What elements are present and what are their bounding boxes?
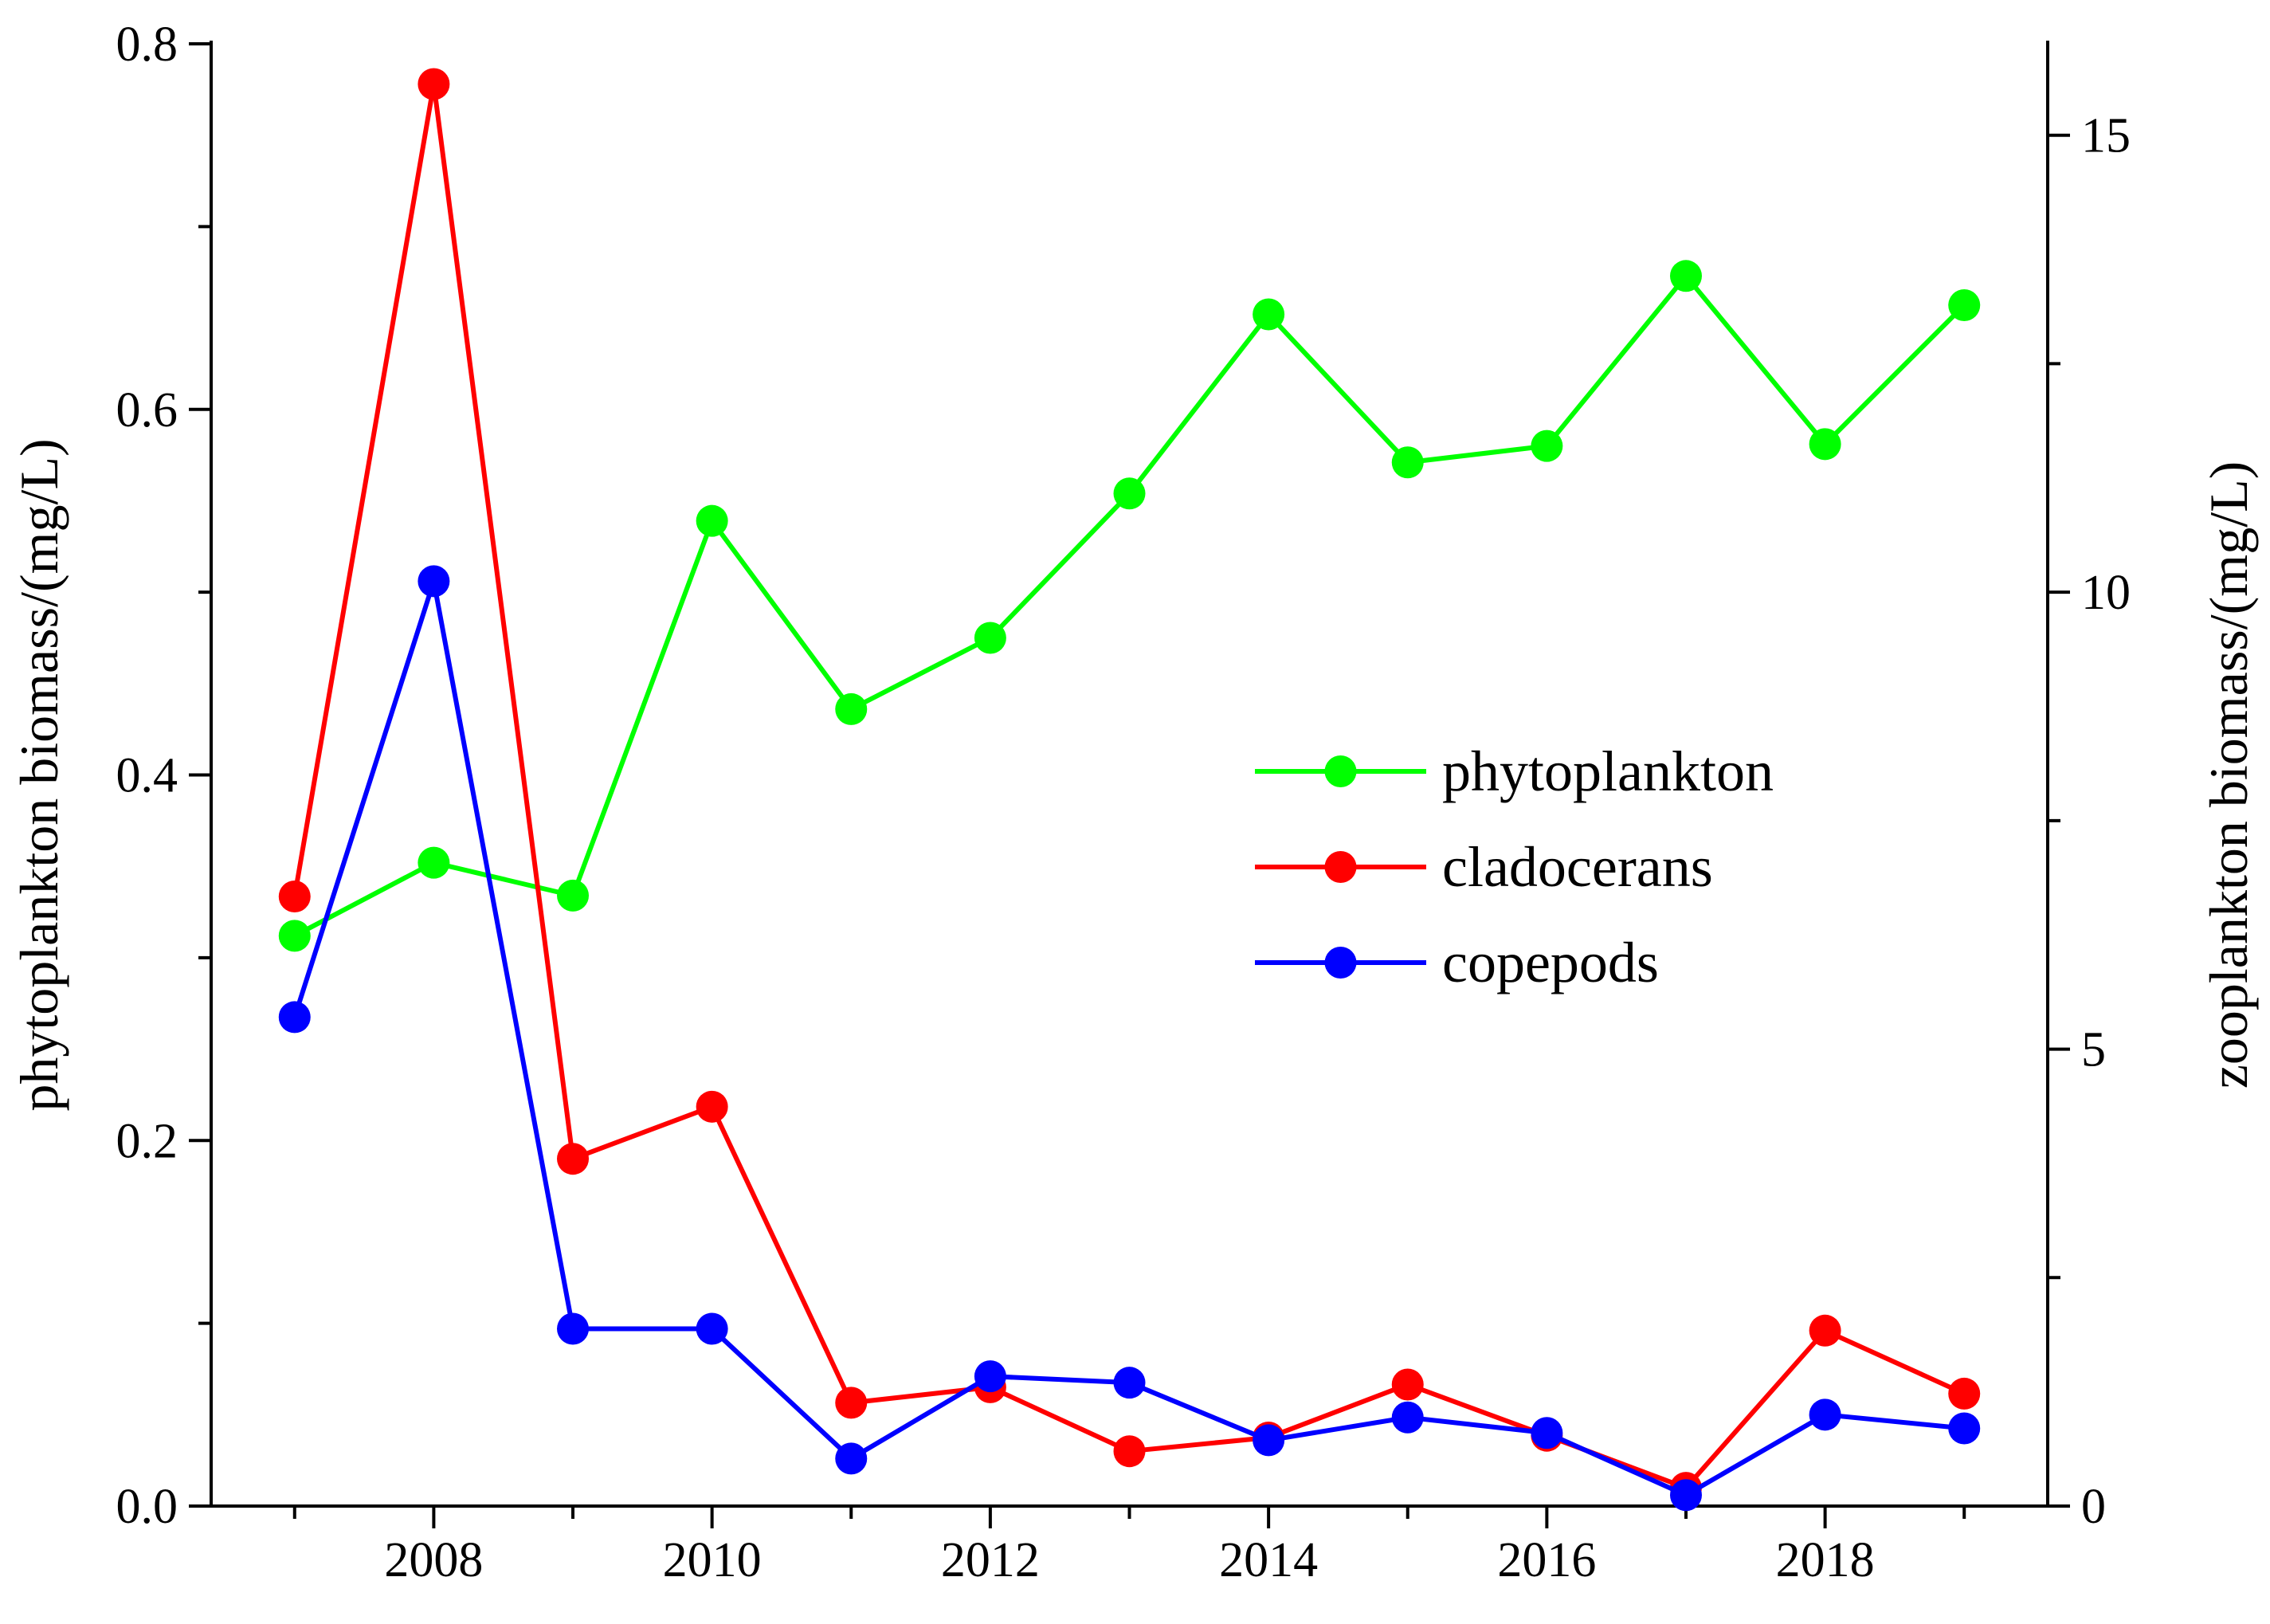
- y-right-tick-label: 10: [2081, 566, 2131, 620]
- data-point-phytoplankton: [1948, 289, 1981, 322]
- y-right-tick-label: 0: [2081, 1480, 2106, 1534]
- legend-label: cladocerans: [1442, 835, 1713, 899]
- x-tick-label: 2014: [1219, 1533, 1318, 1587]
- legend: phytoplankton cladocerans copepods: [1255, 739, 1774, 994]
- data-point-phytoplankton: [696, 504, 728, 537]
- data-point-copepods: [1391, 1401, 1424, 1434]
- data-point-phytoplankton: [1113, 477, 1146, 510]
- data-point-phytoplankton: [1391, 446, 1424, 479]
- y-left-tick-label: 0.6: [116, 383, 178, 437]
- series-copepods: [278, 565, 1981, 1512]
- data-point-phytoplankton: [278, 920, 311, 952]
- data-point-cladocerans: [1948, 1377, 1981, 1410]
- data-point-copepods: [1669, 1479, 1702, 1512]
- data-point-copepods: [974, 1360, 1006, 1393]
- legend-item-phytoplankton: phytoplankton: [1255, 739, 1774, 803]
- y-left-tick-label: 0.0: [116, 1480, 178, 1534]
- data-point-copepods: [1113, 1367, 1146, 1399]
- data-point-copepods: [1948, 1412, 1981, 1445]
- data-point-phytoplankton: [418, 846, 450, 879]
- y-right-axis-title: zooplankton biomass/(mg/L): [2198, 461, 2259, 1089]
- data-point-phytoplankton: [835, 692, 868, 725]
- data-point-copepods: [1531, 1417, 1563, 1449]
- data-point-cladocerans: [835, 1387, 868, 1419]
- data-point-copepods: [1253, 1424, 1285, 1457]
- data-point-cladocerans: [1809, 1314, 1841, 1347]
- y-left-axis-title: phytoplankton biomass/(mg/L): [9, 438, 69, 1111]
- x-tick-label: 2012: [941, 1533, 1040, 1587]
- series-layer: [278, 68, 1981, 1512]
- data-point-copepods: [696, 1312, 728, 1345]
- data-point-copepods: [1809, 1398, 1841, 1431]
- axes: 2008 2010 2012 2014 2016 2018 0.0 0.2 0.4 0.6 0.8 0…: [9, 18, 2259, 1587]
- data-point-copepods: [835, 1442, 868, 1475]
- data-point-phytoplankton: [1809, 428, 1841, 461]
- data-point-cladocerans: [557, 1143, 590, 1175]
- data-point-copepods: [278, 1001, 311, 1034]
- legend-label: phytoplankton: [1442, 739, 1774, 803]
- x-tick-label: 2016: [1497, 1533, 1596, 1587]
- series-line-copepods: [292, 579, 1965, 1498]
- y-left-tick-label: 0.2: [116, 1114, 178, 1168]
- data-point-phytoplankton: [974, 622, 1006, 654]
- data-point-cladocerans: [696, 1090, 728, 1123]
- x-tick-label: 2008: [384, 1533, 483, 1587]
- series-line-phytoplankton: [293, 273, 1966, 939]
- legend-swatch-marker: [1324, 947, 1357, 979]
- y-left-tick-label: 0.8: [116, 18, 178, 72]
- x-tick-label: 2018: [1776, 1533, 1875, 1587]
- y-right-tick-label: 5: [2081, 1023, 2106, 1077]
- data-point-phytoplankton: [1669, 260, 1702, 292]
- series-phytoplankton: [278, 260, 1981, 952]
- data-point-cladocerans: [418, 68, 450, 100]
- legend-item-cladocerans: cladocerans: [1255, 835, 1713, 899]
- data-point-phytoplankton: [1253, 298, 1285, 331]
- legend-label: copepods: [1442, 931, 1659, 994]
- legend-swatch-marker: [1324, 851, 1357, 883]
- data-point-phytoplankton: [1531, 430, 1563, 462]
- legend-swatch-marker: [1324, 755, 1357, 787]
- data-point-phytoplankton: [557, 879, 590, 912]
- data-point-copepods: [418, 565, 450, 598]
- y-right-tick-label: 15: [2081, 109, 2131, 163]
- data-point-copepods: [557, 1312, 590, 1345]
- data-point-cladocerans: [1113, 1435, 1146, 1468]
- data-point-cladocerans: [278, 881, 311, 913]
- data-point-cladocerans: [1391, 1368, 1424, 1401]
- x-tick-label: 2010: [663, 1533, 762, 1587]
- y-left-tick-label: 0.4: [116, 749, 178, 803]
- legend-item-copepods: copepods: [1255, 931, 1659, 994]
